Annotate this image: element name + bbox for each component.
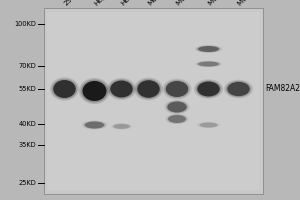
Ellipse shape: [164, 80, 190, 98]
Text: MCF7: MCF7: [147, 0, 165, 7]
Text: 100KD: 100KD: [14, 21, 36, 27]
Ellipse shape: [50, 77, 79, 101]
Text: 25KD: 25KD: [18, 180, 36, 186]
Ellipse shape: [111, 123, 132, 130]
Ellipse shape: [134, 78, 163, 100]
Ellipse shape: [194, 79, 223, 99]
Text: Mouse brain: Mouse brain: [207, 0, 242, 7]
Ellipse shape: [113, 124, 130, 129]
Text: Mouse kidney: Mouse kidney: [237, 0, 277, 7]
Ellipse shape: [226, 81, 251, 97]
Ellipse shape: [167, 102, 187, 112]
Ellipse shape: [109, 79, 134, 99]
Ellipse shape: [195, 45, 222, 53]
Ellipse shape: [168, 115, 186, 123]
Ellipse shape: [196, 61, 220, 67]
Text: HeLa: HeLa: [120, 0, 137, 7]
Text: 40KD: 40KD: [18, 121, 36, 127]
Ellipse shape: [82, 120, 107, 130]
Text: FAM82A2: FAM82A2: [266, 84, 300, 93]
Ellipse shape: [196, 46, 220, 52]
Ellipse shape: [53, 80, 76, 98]
Ellipse shape: [198, 122, 219, 128]
Ellipse shape: [227, 82, 250, 96]
Ellipse shape: [107, 78, 136, 100]
Text: 35KD: 35KD: [18, 142, 36, 148]
Ellipse shape: [198, 62, 219, 66]
Ellipse shape: [195, 61, 222, 67]
Ellipse shape: [197, 81, 220, 96]
FancyBboxPatch shape: [44, 8, 262, 194]
Ellipse shape: [196, 80, 221, 98]
Text: 55KD: 55KD: [18, 86, 36, 92]
Ellipse shape: [165, 114, 189, 124]
Ellipse shape: [200, 122, 217, 128]
Ellipse shape: [82, 81, 106, 101]
Ellipse shape: [110, 80, 133, 98]
Ellipse shape: [224, 80, 253, 98]
FancyBboxPatch shape: [46, 12, 260, 190]
Ellipse shape: [137, 80, 160, 98]
Ellipse shape: [166, 81, 188, 97]
Ellipse shape: [52, 79, 77, 99]
Ellipse shape: [136, 79, 161, 99]
Ellipse shape: [164, 100, 190, 114]
Ellipse shape: [79, 78, 110, 104]
Ellipse shape: [198, 46, 219, 52]
Ellipse shape: [162, 79, 192, 99]
Ellipse shape: [81, 79, 108, 102]
Text: HepG2: HepG2: [93, 0, 115, 7]
Ellipse shape: [166, 101, 188, 113]
Ellipse shape: [85, 121, 104, 129]
Text: Mouse liver: Mouse liver: [176, 0, 209, 7]
Text: 293T: 293T: [63, 0, 80, 7]
Ellipse shape: [167, 114, 187, 124]
Ellipse shape: [83, 121, 106, 129]
Ellipse shape: [197, 122, 220, 128]
Text: 70KD: 70KD: [18, 63, 36, 69]
Ellipse shape: [112, 124, 131, 129]
